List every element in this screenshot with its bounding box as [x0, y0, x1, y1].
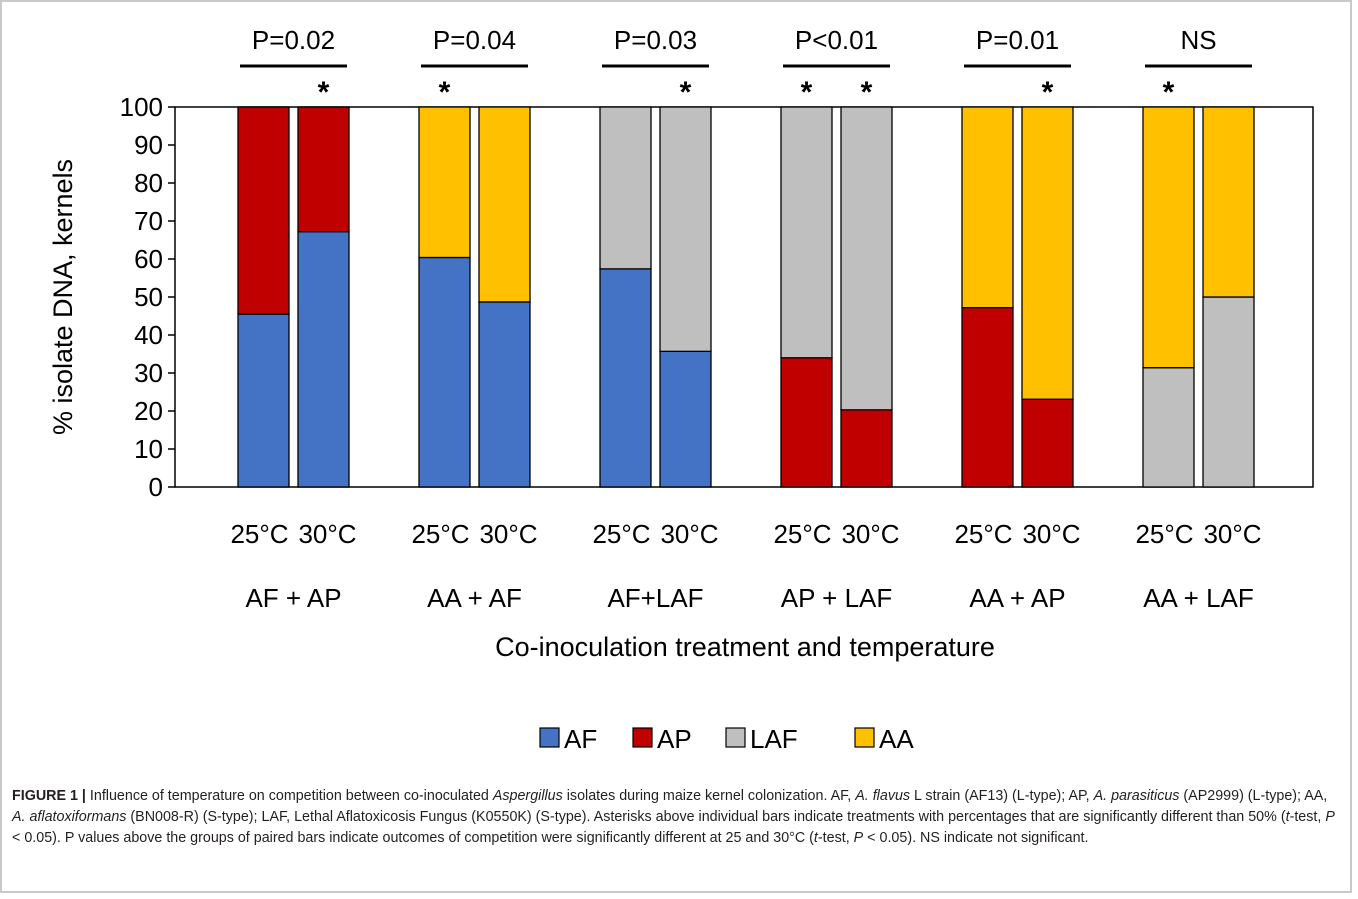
- significance-star: *: [1163, 76, 1175, 109]
- temperature-label: 25°C: [954, 519, 1012, 549]
- temperature-label: 25°C: [411, 519, 469, 549]
- bar-segment-laf: [1142, 367, 1195, 488]
- p-value-label: P<0.01: [795, 25, 878, 55]
- y-tick-label: 30: [134, 358, 163, 388]
- bar-segment-af: [418, 256, 471, 488]
- bar-segment-aa: [418, 106, 471, 259]
- caption-text: (BN008-R) (S-type); LAF, Lethal Aflatoxi…: [126, 809, 1286, 825]
- significance-star: *: [1042, 76, 1054, 109]
- caption-text: (AP2999) (L-type); AA,: [1179, 788, 1328, 804]
- caption-italic: t: [813, 830, 818, 846]
- significance-star: *: [861, 76, 873, 109]
- legend-swatch-af: [539, 727, 560, 748]
- significance-star: *: [439, 76, 451, 109]
- legend-label: AP: [657, 724, 692, 754]
- caption-text: -test,: [817, 830, 854, 846]
- y-tick-label: 70: [134, 206, 163, 236]
- temperature-label: 25°C: [592, 519, 650, 549]
- temperature-label: 25°C: [773, 519, 831, 549]
- temperature-label: 30°C: [298, 519, 356, 549]
- significance-star: *: [801, 76, 813, 109]
- y-tick-label: 10: [134, 434, 163, 464]
- temperature-label: 30°C: [660, 519, 718, 549]
- caption-text: L strain (AF13) (L-type); AP,: [910, 788, 1094, 804]
- p-value-label: P=0.01: [976, 25, 1059, 55]
- group-label: AP + LAF: [781, 583, 893, 613]
- temperature-label: 30°C: [841, 519, 899, 549]
- y-tick-label: 20: [134, 396, 163, 426]
- bar-segment-laf: [1202, 296, 1255, 488]
- bar-segment-laf: [780, 106, 833, 359]
- caption-text: < 0.05). NS indicate not significant.: [863, 830, 1089, 846]
- significance-star: *: [680, 76, 692, 109]
- bar-segment-ap: [237, 106, 290, 315]
- y-tick-label: 100: [120, 92, 163, 122]
- temperature-label: 30°C: [1022, 519, 1080, 549]
- bar-segment-laf: [840, 106, 893, 411]
- temperature-label: 30°C: [479, 519, 537, 549]
- figure-caption: FIGURE 1 | Influence of temperature on c…: [12, 786, 1342, 849]
- group-label: AF + AP: [245, 583, 341, 613]
- y-tick-label: 50: [134, 282, 163, 312]
- legend-swatch-aa: [854, 727, 875, 748]
- temperature-label: 30°C: [1203, 519, 1261, 549]
- caption-text: isolates during maize kernel colonizatio…: [562, 788, 856, 804]
- group-label: AA + AP: [969, 583, 1065, 613]
- y-axis-label: % isolate DNA, kernels: [48, 159, 78, 435]
- p-value-label: P=0.03: [614, 25, 697, 55]
- legend-label: LAF: [750, 724, 798, 754]
- bar-segment-af: [237, 313, 290, 488]
- temperature-label: 25°C: [230, 519, 288, 549]
- stacked-bar-chart: 0 10 20 30 40 50 60 70 80 90 100 % isolate DNA, ker…: [48, 25, 1314, 754]
- bar-segment-aa: [478, 106, 531, 303]
- bar-segment-af: [659, 350, 712, 488]
- caption-label: FIGURE 1 |: [12, 788, 86, 804]
- bar-segment-af: [599, 268, 652, 488]
- legend-label: AA: [879, 724, 914, 754]
- y-tick-label: 80: [134, 168, 163, 198]
- caption-italic: P: [1325, 809, 1335, 825]
- bar-segment-laf: [659, 106, 712, 352]
- caption-italic: P: [853, 830, 864, 846]
- caption-text: < 0.05). P values above the groups of pa…: [12, 830, 814, 846]
- bar-segment-ap: [780, 357, 833, 488]
- bar-segment-aa: [961, 106, 1014, 309]
- group-label: AF+LAF: [607, 583, 703, 613]
- caption-italic: Aspergillus: [492, 788, 563, 804]
- bar-segment-aa: [1202, 106, 1255, 298]
- temperature-label: 25°C: [1135, 519, 1193, 549]
- group-label: AA + AF: [427, 583, 522, 613]
- p-value-label: P=0.04: [433, 25, 516, 55]
- x-axis-label: Co-inoculation treatment and temperature: [495, 632, 995, 662]
- bar-segment-laf: [599, 106, 652, 270]
- bar-segment-ap: [840, 409, 893, 488]
- y-tick-label: 90: [134, 130, 163, 160]
- bar-segment-ap: [297, 106, 350, 233]
- caption-text: -test,: [1289, 809, 1326, 825]
- bar-segment-aa: [1142, 106, 1195, 369]
- group-label: AA + LAF: [1143, 583, 1254, 613]
- bar-segment-af: [478, 301, 531, 488]
- bar-segment-aa: [1021, 106, 1074, 400]
- p-value-label: P=0.02: [252, 25, 335, 55]
- caption-italic: A. flavus: [855, 788, 911, 804]
- p-value-label: NS: [1180, 25, 1216, 55]
- caption-italic: A. aflatoxiformans: [12, 809, 127, 825]
- bar-segment-ap: [961, 306, 1014, 488]
- bar-segment-af: [297, 230, 350, 488]
- legend-swatch-ap: [632, 727, 653, 748]
- y-tick-label: 60: [134, 244, 163, 274]
- y-tick-label: 40: [134, 320, 163, 350]
- bar-segment-ap: [1021, 398, 1074, 488]
- legend-swatch-laf: [725, 727, 746, 748]
- caption-italic: t: [1285, 809, 1290, 825]
- significance-star: *: [318, 76, 330, 109]
- caption-text: Influence of temperature on competition …: [85, 788, 493, 804]
- caption-italic: A. parasiticus: [1093, 788, 1180, 804]
- legend-label: AF: [564, 724, 597, 754]
- y-tick-label: 0: [149, 472, 163, 502]
